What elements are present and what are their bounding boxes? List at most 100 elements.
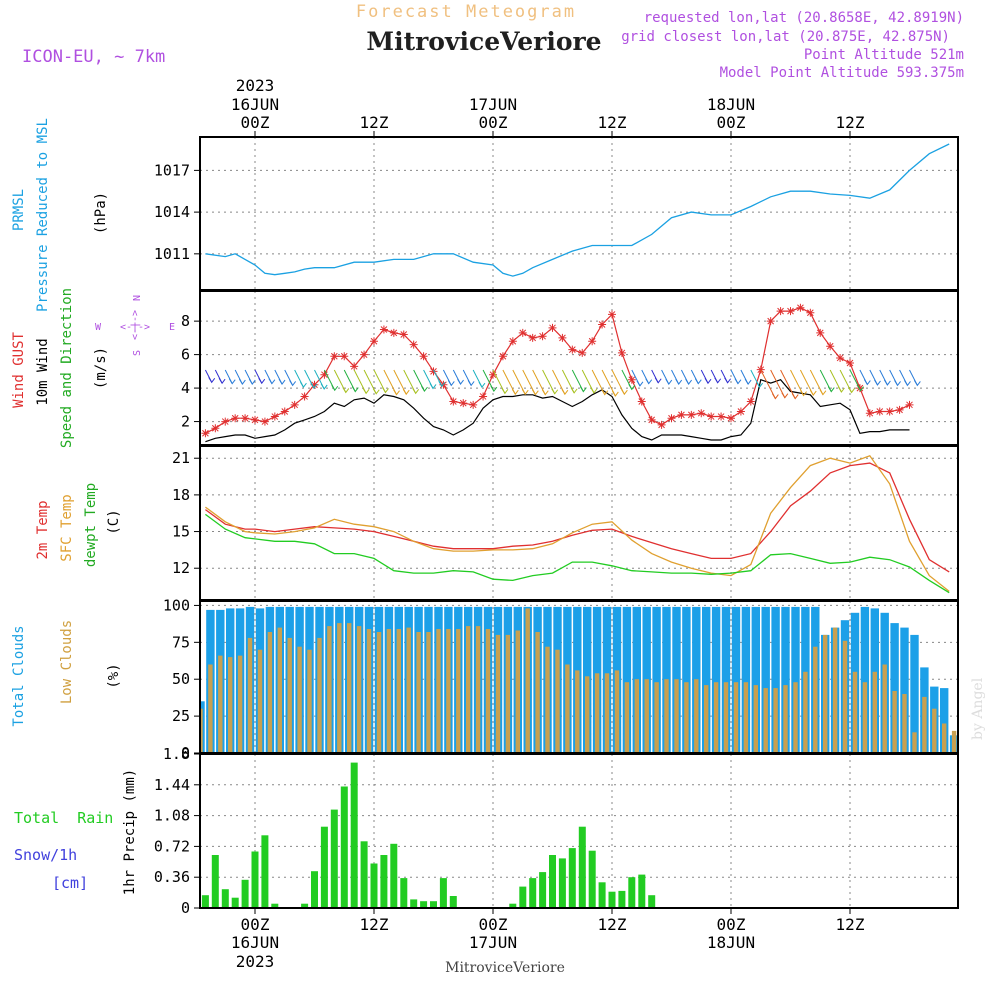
compass-east: E [169,322,175,333]
footer-location: MitroviceVeriore [445,960,565,976]
bottom-axis-date-label: 17JUN [469,933,517,952]
wind-direction-arrowhead [382,387,389,394]
low-cloud-bar [922,696,927,753]
top-axis-time-label: 00Z [717,113,746,132]
gust-point-marker [865,409,874,418]
pressure-unit: (hPa) [93,192,109,234]
rain-bar [638,874,646,908]
wind-direction-arrowhead [675,378,683,385]
gust-point-marker [717,412,726,421]
precip-ytick-label: 0.36 [154,868,190,886]
total-cloud-bar [731,606,741,753]
snow-label: Snow/1h [14,846,77,864]
rain-bar [370,863,378,908]
low-cloud-bar [842,640,848,753]
gust-point-marker [489,370,497,379]
wind-direction-arrowhead [800,390,807,397]
total-cloud-bar [622,606,632,753]
wind-direction-arrowhead [447,380,455,387]
gust-point-marker [637,397,646,406]
low-cloud-bar [376,632,382,753]
cloud-ytick-label: 0 [181,744,190,762]
wind-direction-arrowhead [342,387,350,394]
gust-point-marker [756,365,765,374]
gust-point-marker [379,325,388,334]
cloud-ytick-label: 25 [172,707,190,725]
gust-point-marker [419,352,428,361]
total-cloud-bar [781,606,790,753]
cloud-ytick-label: 100 [163,596,190,614]
wind-ytick-label: 8 [181,312,190,330]
low-cloud-bar [257,649,263,753]
bottom-axis-year-label: 2023 [236,952,275,971]
pressure-panel: 1011 1014 1017 [154,136,959,291]
low-cloud-bar [852,671,858,753]
low-cloud-bar [565,664,570,753]
gust-point-marker [707,412,716,421]
low-cloud-bar [356,626,362,753]
wind-direction-arrowhead [310,382,318,389]
low-cloud-bar [218,655,223,753]
low-cloud-bar [228,657,233,753]
rain-bar [430,901,437,908]
gust-point-marker [627,375,636,384]
wind-direction-arrowhead [704,377,712,385]
total-cloud-bar [940,688,949,753]
compass-south: S [132,350,143,356]
gust-point-marker [409,340,418,349]
wind-direction-arrowhead [827,386,835,393]
rain-bar [350,762,358,908]
gust-point-marker [399,330,408,339]
wind-direction-arrowhead [771,393,779,400]
wind-direction-arrowhead [848,387,855,394]
low-cloud-bar [882,664,887,753]
wind-direction-arrowhead [501,388,509,395]
gust-point-marker [598,320,607,329]
temp-series-2m-temp [205,462,950,573]
gust-point-marker [776,307,785,316]
total-cloud-bar [890,623,899,753]
temp-ytick-label: 18 [172,486,190,504]
gust-point-marker [796,303,805,312]
rain-label: Total Rain [14,809,113,827]
wind-direction-arrowhead [238,378,246,385]
gust-point-marker [806,308,815,317]
wind-direction-arrowhead [714,377,722,384]
rain-bar [261,835,269,908]
low-cloud-bar [545,646,550,753]
wind-direction-arrowhead [863,379,871,386]
total-cloud-bar [741,606,751,753]
low-cloud-bar [555,649,560,753]
low-cloud-bar [585,676,590,753]
precip-ytick-label: 1.08 [154,807,190,825]
wind-direction-arrowhead [289,380,297,387]
low-cloud-bar [416,632,421,753]
low-cloud-bar [932,708,937,753]
low-cloud-bar [951,730,957,753]
gust-point-marker [330,352,339,361]
wind-direction-arrowhead [913,380,921,387]
gust-point-marker [677,410,686,419]
total-cloud-bar [751,606,760,753]
wind-direction-arrowhead [300,381,307,389]
total-cloud-bar [960,744,968,753]
low-cloud-bar [495,634,501,753]
gust-point-marker [875,407,884,416]
low-cloud-bar [267,632,273,753]
total-cloud-bar [652,606,661,753]
temp-series-sfc-temp [205,455,950,592]
gust-point-marker [528,333,537,342]
gust-point-marker [290,400,299,409]
rain-bar [380,855,388,908]
dewpt-label: dewpt Temp [83,483,99,567]
precip-plot-area [200,754,958,908]
top-axis-date-label: 16JUN [231,95,279,114]
temp-series-dewpt-temp [205,513,950,594]
bottom-axis-time-label: 00Z [717,915,746,934]
rain-bar [618,890,626,908]
wind-unit: (m/s) [93,347,109,389]
wind-direction-arrowhead [620,388,628,396]
wind-direction-arrowhead [874,379,881,386]
wind-direction-arrowhead [248,378,256,385]
wind-direction-arrowhead [654,377,662,384]
